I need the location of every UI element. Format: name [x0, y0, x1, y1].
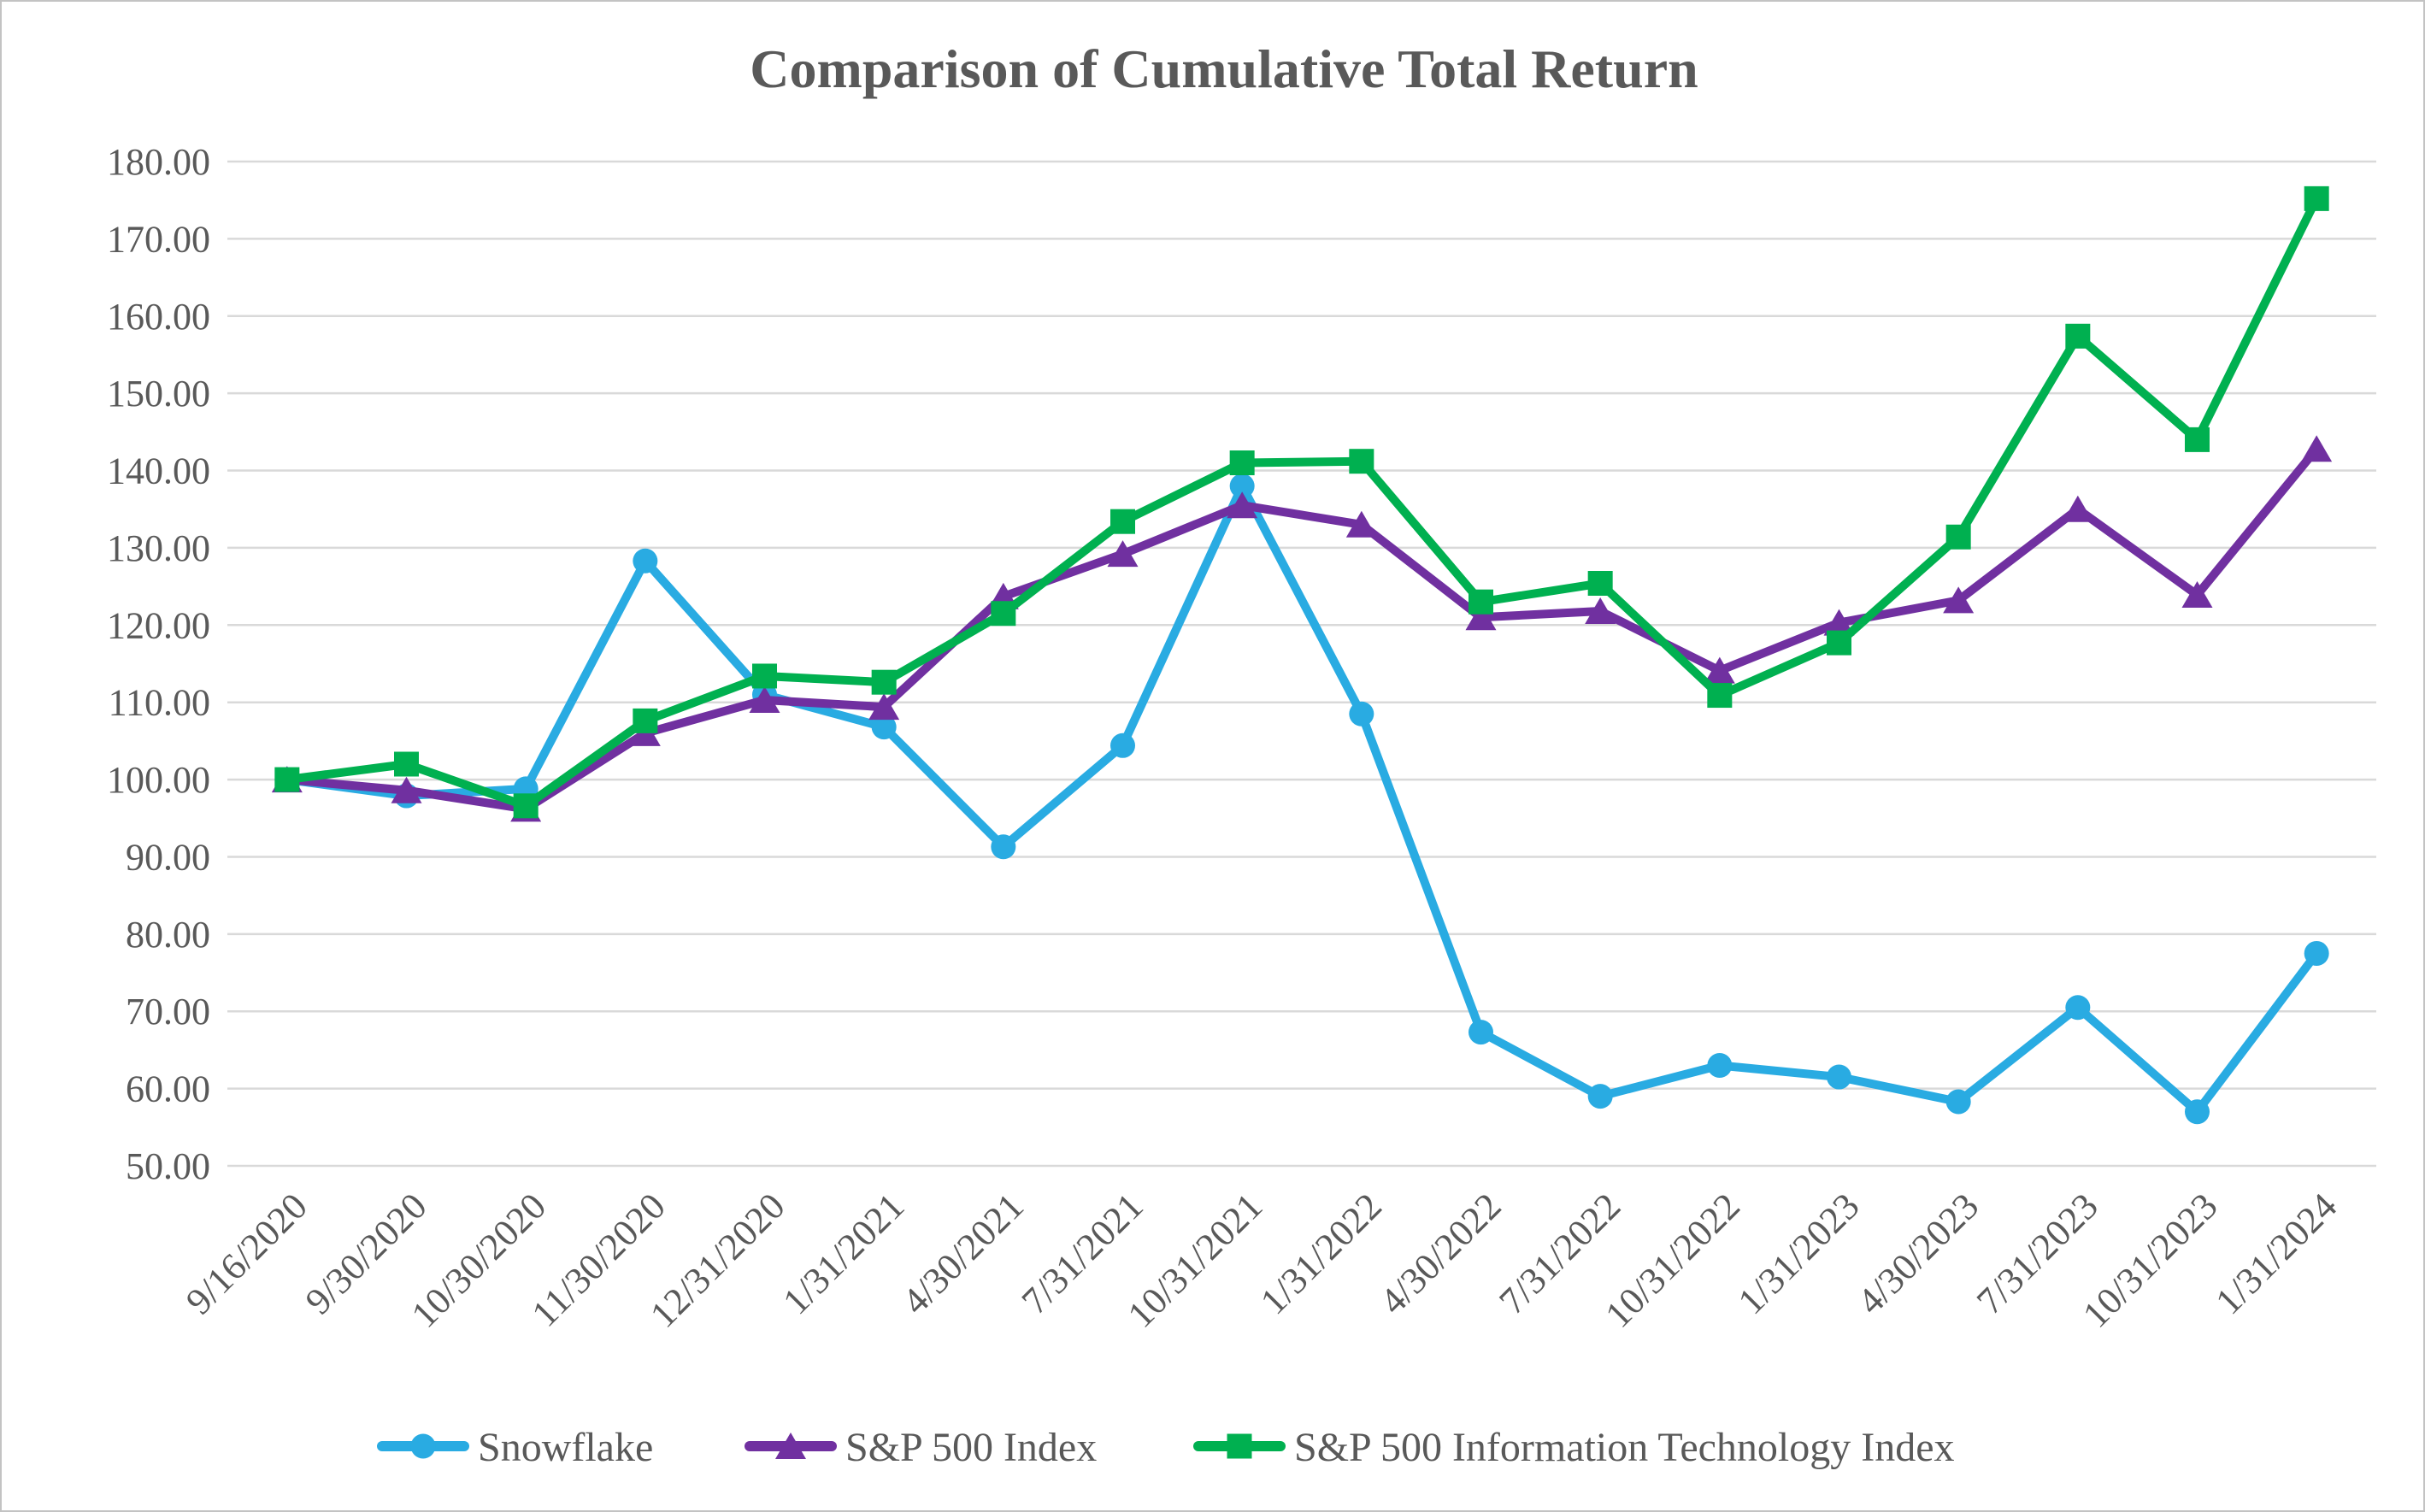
square-marker — [1349, 449, 1374, 474]
triangle-marker — [2181, 581, 2213, 609]
circle-marker — [2185, 1099, 2210, 1125]
y-axis-tick-label: 80.00 — [126, 914, 210, 956]
circle-marker — [991, 834, 1016, 860]
triangle-marker — [1823, 609, 1855, 636]
circle-marker — [633, 548, 658, 574]
legend-circle-icon — [410, 1433, 436, 1459]
square-marker — [2185, 427, 2210, 452]
triangle-marker — [1943, 586, 1975, 614]
y-axis-tick-label: 140.00 — [107, 450, 210, 492]
square-marker — [633, 708, 658, 733]
y-axis-tick-label: 70.00 — [126, 991, 210, 1033]
x-axis-tick-label: 4/30/2023 — [1849, 1185, 1986, 1322]
circle-marker — [1349, 701, 1374, 727]
chart-title: Comparison of Cumulative Total Return — [750, 38, 1698, 99]
series-line-sp500-it — [282, 194, 2322, 810]
triangle-marker — [1585, 597, 1616, 625]
x-axis-tick-label: 4/30/2022 — [1372, 1185, 1510, 1322]
x-axis-tick-label: 1/31/2022 — [1252, 1185, 1390, 1322]
square-marker — [1707, 683, 1733, 709]
triangle-marker — [868, 693, 900, 721]
legend-square-icon — [1227, 1433, 1252, 1459]
y-axis-tick-label: 90.00 — [126, 836, 210, 878]
legend-label: S&P 500 Index — [845, 1425, 1097, 1470]
square-marker — [1827, 630, 1851, 656]
square-marker — [991, 601, 1016, 627]
circle-marker — [871, 715, 897, 740]
square-marker — [1469, 589, 1493, 615]
y-axis-tick-label: 100.00 — [107, 759, 210, 801]
triangle-marker — [2301, 435, 2333, 462]
y-axis-tick-label: 150.00 — [107, 373, 210, 415]
circle-marker — [1110, 732, 1135, 758]
circle-marker — [1587, 1084, 1613, 1109]
circle-marker — [1707, 1053, 1733, 1078]
triangle-marker — [2062, 495, 2093, 522]
circle-marker — [1827, 1064, 1851, 1090]
legend-label: S&P 500 Information Technology Index — [1294, 1425, 1955, 1470]
circle-marker — [1945, 1089, 1971, 1115]
square-marker — [1945, 524, 1971, 550]
square-marker — [1229, 450, 1255, 475]
circle-marker — [2304, 940, 2329, 966]
y-axis-tick-label: 60.00 — [126, 1068, 210, 1110]
legend-label: Snowflake — [478, 1425, 653, 1470]
x-axis-tick-label: 1/31/2024 — [2207, 1185, 2345, 1322]
circle-marker — [2065, 995, 2091, 1021]
y-axis-tick-label: 50.00 — [126, 1145, 210, 1187]
square-marker — [274, 767, 300, 792]
square-marker — [394, 751, 419, 777]
series-line-snowflake — [282, 481, 2322, 1116]
square-marker — [513, 793, 539, 819]
x-axis-tick-label: 1/31/2023 — [1730, 1185, 1868, 1322]
x-axis-tick-label: 1/31/2021 — [774, 1185, 912, 1322]
triangle-marker — [1107, 540, 1139, 568]
circle-marker — [1469, 1020, 1493, 1045]
legend-triangle-icon — [775, 1433, 806, 1459]
y-axis-tick-label: 170.00 — [107, 218, 210, 260]
x-axis-tick-label: 4/30/2021 — [894, 1185, 1032, 1322]
triangle-marker — [749, 685, 780, 713]
y-axis-tick-label: 160.00 — [107, 296, 210, 338]
triangle-marker — [1704, 656, 1735, 684]
square-marker — [1587, 571, 1613, 596]
square-marker — [871, 669, 897, 695]
y-axis-tick-label: 130.00 — [107, 527, 210, 569]
square-marker — [2304, 185, 2329, 211]
y-axis-tick-label: 180.00 — [107, 141, 210, 183]
triangle-marker — [391, 776, 422, 803]
x-axis-tick-label: 9/16/2020 — [178, 1185, 315, 1322]
square-marker — [752, 663, 777, 689]
square-marker — [1110, 509, 1135, 534]
triangle-marker — [1227, 491, 1258, 519]
triangle-marker — [1345, 510, 1377, 538]
triangle-marker — [1465, 603, 1497, 631]
circle-marker — [1229, 474, 1255, 499]
square-marker — [2065, 323, 2091, 349]
y-axis-tick-label: 120.00 — [107, 604, 210, 646]
y-axis-tick-label: 110.00 — [109, 682, 210, 724]
series-line-sp500 — [282, 444, 2322, 814]
